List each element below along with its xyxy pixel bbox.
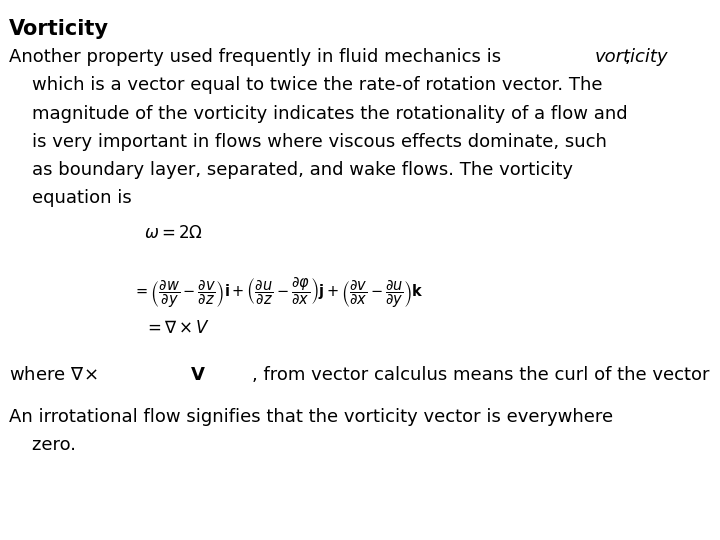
- Text: V: V: [192, 366, 205, 384]
- Text: , from vector calculus means the curl of the vector: , from vector calculus means the curl of…: [252, 366, 716, 384]
- Text: is very important in flows where viscous effects dominate, such: is very important in flows where viscous…: [9, 133, 606, 151]
- Text: equation is: equation is: [9, 189, 131, 207]
- Text: which is a vector equal to twice the rate-of rotation vector. The: which is a vector equal to twice the rat…: [9, 77, 602, 94]
- Text: magnitude of the vorticity indicates the rotationality of a flow and: magnitude of the vorticity indicates the…: [9, 105, 627, 123]
- Text: $\omega = 2\Omega$: $\omega = 2\Omega$: [144, 224, 203, 242]
- Text: zero.: zero.: [9, 436, 76, 454]
- Text: vorticity: vorticity: [595, 49, 668, 66]
- Text: Vorticity: Vorticity: [9, 19, 109, 39]
- Text: where $\nabla\!\times$: where $\nabla\!\times$: [9, 366, 103, 384]
- Text: as boundary layer, separated, and wake flows. The vorticity: as boundary layer, separated, and wake f…: [9, 161, 572, 179]
- Text: .: .: [684, 366, 690, 384]
- Text: ,: ,: [624, 49, 630, 66]
- Text: $= \left(\dfrac{\partial w}{\partial y} - \dfrac{\partial v}{\partial z}\right)\: $= \left(\dfrac{\partial w}{\partial y} …: [133, 276, 424, 310]
- Text: $= \nabla \times V$: $= \nabla \times V$: [144, 319, 210, 338]
- Text: Another property used frequently in fluid mechanics is: Another property used frequently in flui…: [9, 49, 506, 66]
- Text: An irrotational flow signifies that the vorticity vector is everywhere: An irrotational flow signifies that the …: [9, 408, 613, 426]
